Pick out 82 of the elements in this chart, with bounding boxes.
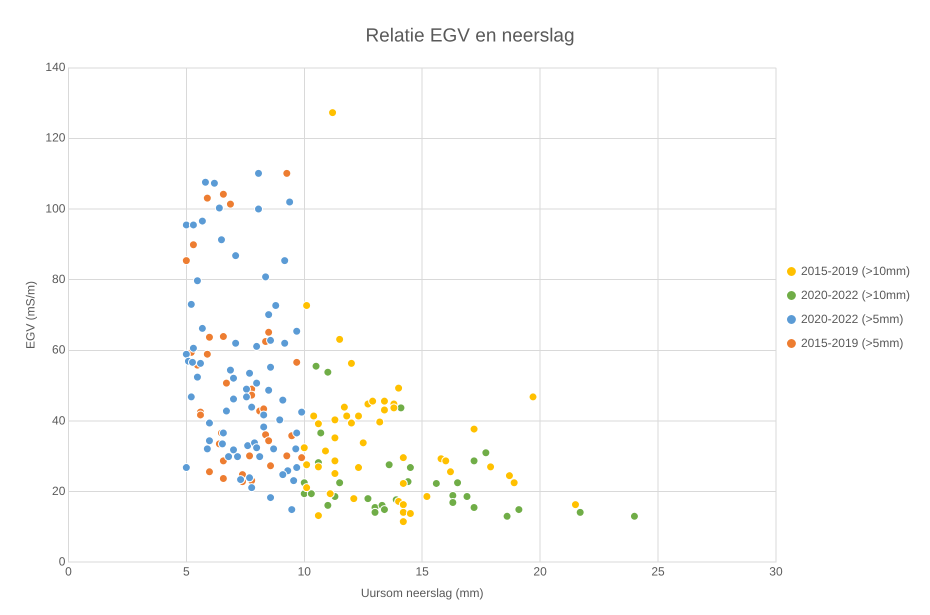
point (302, 300, 312, 310)
legend-label: 2020-2022 (>5mm) (800, 312, 904, 326)
point (226, 200, 235, 209)
point (335, 478, 344, 488)
point (202, 194, 212, 203)
point (481, 448, 490, 458)
y-tick-label: 100 (45, 201, 66, 216)
point (346, 358, 356, 368)
point (470, 424, 479, 434)
point (330, 456, 340, 466)
point (504, 471, 514, 480)
point (576, 508, 585, 517)
legend-label: 2015-2019 (>10mm) (800, 264, 910, 278)
x-tick-label: 15 (416, 564, 430, 579)
point (328, 108, 338, 118)
point (306, 489, 316, 498)
point (470, 456, 479, 466)
y-tick-label: 60 (52, 342, 66, 357)
point (453, 478, 462, 488)
point (510, 478, 519, 488)
y-tick-label: 120 (45, 130, 66, 145)
x-tick-label: 25 (651, 564, 666, 579)
point (314, 462, 323, 472)
point (326, 489, 335, 498)
point (202, 350, 212, 359)
point (384, 460, 394, 470)
point (368, 396, 378, 406)
point (380, 396, 389, 406)
y-tick-label: 0 (58, 554, 66, 569)
x-tick-label: 10 (298, 564, 312, 579)
y-axis-title: EGV (mS/m) (24, 281, 38, 349)
point (218, 190, 228, 199)
y-tick-label: 140 (45, 60, 66, 74)
point (182, 256, 191, 266)
point (340, 402, 349, 412)
point (441, 456, 450, 466)
point (204, 467, 214, 476)
point (314, 419, 323, 428)
point (389, 403, 398, 412)
y-tick-label: 80 (52, 272, 66, 286)
point (398, 517, 408, 526)
x-tick-label: 30 (769, 564, 783, 579)
point (394, 384, 404, 393)
point (342, 412, 352, 420)
point (486, 462, 496, 472)
point (514, 505, 524, 514)
point (363, 494, 372, 504)
x-tick-label: 5 (182, 564, 190, 579)
point (398, 453, 408, 462)
point (380, 505, 389, 514)
point (309, 412, 318, 420)
point (502, 512, 512, 521)
point (302, 483, 312, 492)
chart-title: Relatie EGV en neerslag (365, 26, 575, 47)
point (302, 460, 312, 470)
y-tick-label: 40 (52, 413, 66, 428)
point (222, 378, 231, 388)
point (312, 362, 321, 371)
point (282, 451, 292, 460)
point (314, 511, 323, 520)
point (323, 368, 332, 377)
x-tick-label: 20 (533, 564, 548, 579)
point (358, 438, 368, 448)
y-tick-label: 20 (52, 484, 66, 498)
x-axis-title: Uursom neerslag (mm) (360, 586, 484, 600)
point (630, 512, 639, 521)
point (264, 436, 274, 446)
point (292, 358, 302, 367)
point (335, 334, 344, 344)
point (330, 433, 340, 442)
legend-label: 2020-2022 (>10mm) (800, 288, 910, 302)
point (264, 328, 274, 337)
point (300, 443, 309, 452)
point (188, 240, 198, 250)
point (282, 168, 292, 178)
point (398, 478, 408, 488)
legend-label: 2015-2019 (>5mm) (800, 336, 904, 350)
point (349, 494, 358, 504)
point (297, 453, 306, 462)
point (330, 415, 340, 424)
point (323, 500, 332, 510)
point (204, 332, 214, 342)
